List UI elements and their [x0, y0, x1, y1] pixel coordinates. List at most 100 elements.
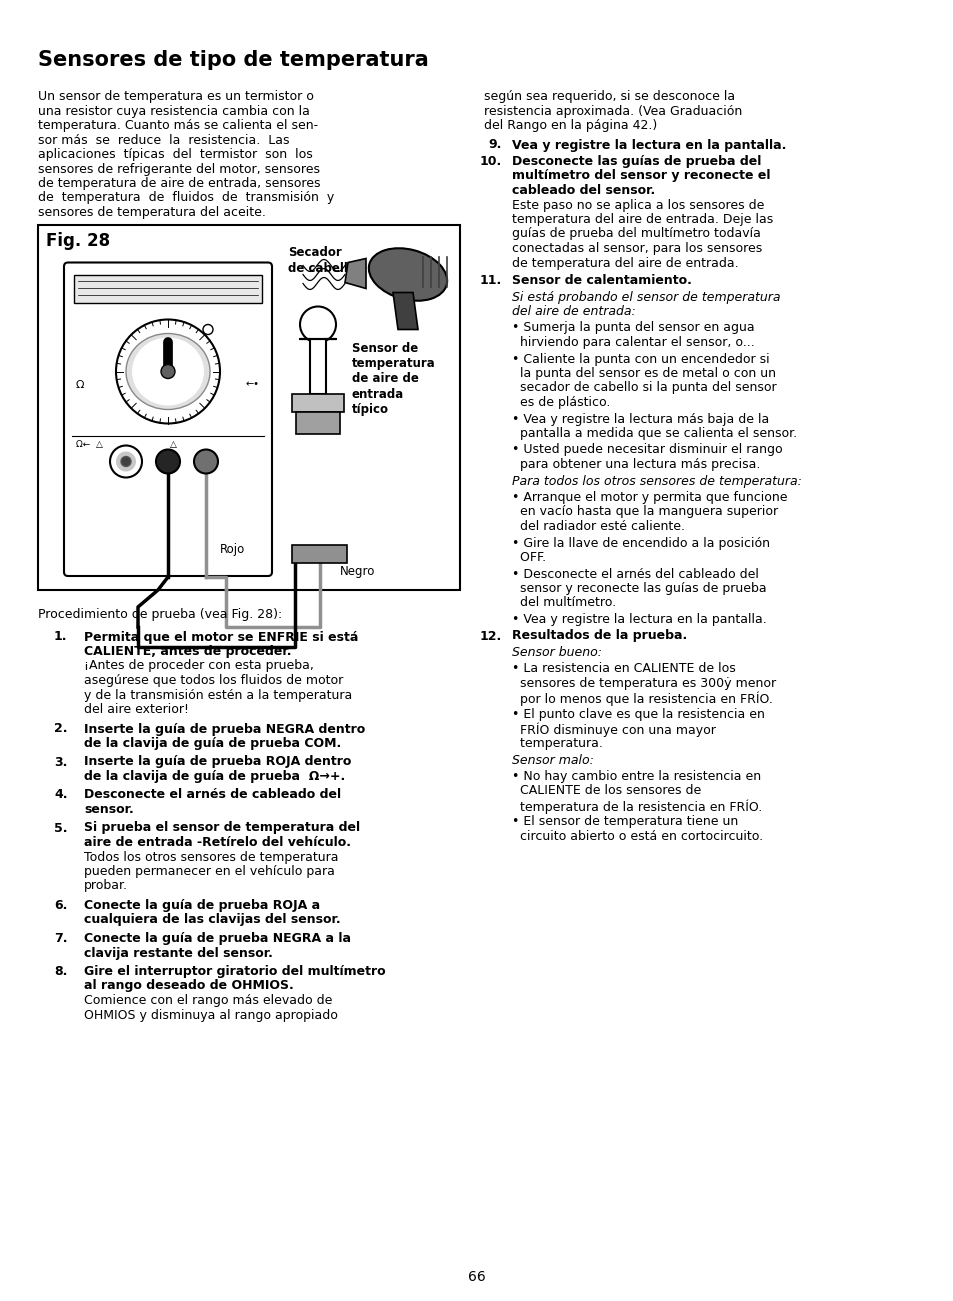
Text: temperatura del aire de entrada. Deje las: temperatura del aire de entrada. Deje la… — [512, 213, 773, 226]
Text: 5.: 5. — [54, 821, 68, 834]
Text: de la clavija de guía de prueba  Ω→+.: de la clavija de guía de prueba Ω→+. — [84, 770, 345, 783]
Text: Gire el interruptor giratorio del multímetro: Gire el interruptor giratorio del multím… — [84, 965, 385, 978]
Text: Vea y registre la lectura en la pantalla.: Vea y registre la lectura en la pantalla… — [512, 138, 785, 151]
Circle shape — [203, 324, 213, 334]
Text: Sensor bueno:: Sensor bueno: — [512, 647, 601, 660]
Polygon shape — [299, 338, 335, 393]
Text: 8.: 8. — [54, 965, 68, 978]
Bar — [292, 393, 344, 411]
Text: Si prueba el sensor de temperatura del: Si prueba el sensor de temperatura del — [84, 821, 359, 834]
Text: • Vea y registre la lectura en la pantalla.: • Vea y registre la lectura en la pantal… — [512, 613, 766, 626]
Text: 1.: 1. — [54, 631, 68, 644]
Text: sensor.: sensor. — [84, 803, 133, 816]
Text: • Usted puede necesitar disminuir el rango: • Usted puede necesitar disminuir el ran… — [512, 444, 781, 457]
Bar — [295, 411, 339, 433]
Text: de la clavija de guía de prueba COM.: de la clavija de guía de prueba COM. — [84, 736, 341, 749]
Text: aplicaciones  típicas  del  termistor  son  los: aplicaciones típicas del termistor son l… — [38, 148, 313, 161]
Text: Permita que el motor se ENFRIE si está: Permita que el motor se ENFRIE si está — [84, 631, 358, 644]
Text: de temperatura del aire de entrada.: de temperatura del aire de entrada. — [512, 256, 738, 269]
Text: sensores de temperatura del aceite.: sensores de temperatura del aceite. — [38, 206, 266, 219]
Text: Conecte la guía de prueba NEGRA a la: Conecte la guía de prueba NEGRA a la — [84, 932, 351, 945]
Text: hirviendo para calentar el sensor, o...: hirviendo para calentar el sensor, o... — [512, 336, 754, 349]
Text: CALIENTE, antes de proceder.: CALIENTE, antes de proceder. — [84, 645, 292, 658]
Text: al rango deseado de OHMIOS.: al rango deseado de OHMIOS. — [84, 980, 294, 993]
Text: una resistor cuya resistencia cambia con la: una resistor cuya resistencia cambia con… — [38, 104, 310, 117]
Text: 12.: 12. — [479, 630, 501, 643]
Text: Desconecte el arnés de cableado del: Desconecte el arnés de cableado del — [84, 788, 341, 801]
Text: • Gire la llave de encendido a la posición: • Gire la llave de encendido a la posici… — [512, 536, 769, 549]
Circle shape — [121, 457, 131, 467]
Text: • Sumerja la punta del sensor en agua: • Sumerja la punta del sensor en agua — [512, 321, 754, 334]
Text: probar.: probar. — [84, 879, 128, 892]
Text: Comience con el rango más elevado de: Comience con el rango más elevado de — [84, 994, 332, 1007]
Circle shape — [299, 307, 335, 342]
Text: sor más  se  reduce  la  resistencia.  Las: sor más se reduce la resistencia. Las — [38, 134, 289, 147]
Text: Ω: Ω — [76, 380, 85, 389]
Text: asegúrese que todos los fluidos de motor: asegúrese que todos los fluidos de motor — [84, 674, 343, 687]
Text: Ω←  △: Ω← △ — [76, 440, 103, 449]
Text: Conecte la guía de prueba ROJA a: Conecte la guía de prueba ROJA a — [84, 899, 320, 912]
Text: conectadas al sensor, para los sensores: conectadas al sensor, para los sensores — [512, 242, 761, 255]
Text: por lo menos que la resistencia en FRÍO.: por lo menos que la resistencia en FRÍO. — [512, 692, 772, 706]
Circle shape — [193, 450, 218, 474]
Text: ¡Antes de proceder con esta prueba,: ¡Antes de proceder con esta prueba, — [84, 660, 314, 673]
Text: • El sensor de temperatura tiene un: • El sensor de temperatura tiene un — [512, 816, 738, 829]
Text: resistencia aproximada. (Vea Graduación: resistencia aproximada. (Vea Graduación — [483, 104, 741, 117]
Text: Sensores de tipo de temperatura: Sensores de tipo de temperatura — [38, 49, 428, 70]
Text: en vacío hasta que la manguera superior: en vacío hasta que la manguera superior — [512, 506, 778, 519]
Text: Para todos los otros sensores de temperatura:: Para todos los otros sensores de tempera… — [512, 475, 801, 488]
Circle shape — [116, 451, 136, 471]
Text: sensores de refrigerante del motor, sensores: sensores de refrigerante del motor, sens… — [38, 163, 319, 176]
Text: clavija restante del sensor.: clavija restante del sensor. — [84, 947, 273, 960]
Text: es de plástico.: es de plástico. — [512, 396, 610, 409]
Ellipse shape — [132, 337, 204, 406]
Text: Todos los otros sensores de temperatura: Todos los otros sensores de temperatura — [84, 851, 338, 864]
Text: y de la transmisión estén a la temperatura: y de la transmisión estén a la temperatu… — [84, 688, 352, 701]
Text: de temperatura de aire de entrada, sensores: de temperatura de aire de entrada, senso… — [38, 177, 320, 190]
Text: multímetro del sensor y reconecte el: multímetro del sensor y reconecte el — [512, 169, 770, 182]
Text: • No hay cambio entre la resistencia en: • No hay cambio entre la resistencia en — [512, 770, 760, 783]
Text: del aire de entrada:: del aire de entrada: — [512, 304, 635, 317]
Text: 3.: 3. — [54, 756, 68, 769]
Text: circuito abierto o está en cortocircuito.: circuito abierto o está en cortocircuito… — [512, 830, 762, 843]
Ellipse shape — [369, 248, 447, 301]
Text: OHMIOS y disminuya al rango apropiado: OHMIOS y disminuya al rango apropiado — [84, 1008, 337, 1021]
Text: • Vea y registre la lectura más baja de la: • Vea y registre la lectura más baja de … — [512, 412, 768, 425]
Polygon shape — [345, 259, 366, 289]
Text: del radiador esté caliente.: del radiador esté caliente. — [512, 520, 684, 533]
Text: • El punto clave es que la resistencia en: • El punto clave es que la resistencia e… — [512, 708, 764, 721]
Text: del Rango en la página 42.): del Rango en la página 42.) — [483, 118, 657, 131]
Text: 4.: 4. — [54, 788, 68, 801]
Text: Negro: Negro — [339, 565, 375, 578]
Bar — [38, 225, 459, 589]
Text: Sensor malo:: Sensor malo: — [512, 753, 594, 766]
Text: Este paso no se aplica a los sensores de: Este paso no se aplica a los sensores de — [512, 199, 763, 212]
Text: la punta del sensor es de metal o con un: la punta del sensor es de metal o con un — [512, 367, 775, 380]
Text: aire de entrada -Retírelo del vehículo.: aire de entrada -Retírelo del vehículo. — [84, 837, 351, 850]
Text: temperatura de la resistencia en FRÍO.: temperatura de la resistencia en FRÍO. — [512, 799, 761, 813]
Text: para obtener una lectura más precisa.: para obtener una lectura más precisa. — [512, 458, 760, 471]
Text: sensores de temperatura es 300ẏ menor: sensores de temperatura es 300ẏ menor — [512, 677, 776, 690]
Text: △: △ — [170, 440, 176, 449]
Text: ←•: ←• — [246, 380, 260, 389]
Text: Un sensor de temperatura es un termistor o: Un sensor de temperatura es un termistor… — [38, 90, 314, 103]
Text: 9.: 9. — [488, 138, 501, 151]
Text: Rojo: Rojo — [220, 543, 245, 556]
Text: CALIENTE de los sensores de: CALIENTE de los sensores de — [512, 785, 700, 798]
Text: 7.: 7. — [54, 932, 68, 945]
Text: Inserte la guía de prueba ROJA dentro: Inserte la guía de prueba ROJA dentro — [84, 756, 351, 769]
Text: • Arranque el motor y permita que funcione: • Arranque el motor y permita que funcio… — [512, 490, 786, 503]
Text: pueden permanecer en el vehículo para: pueden permanecer en el vehículo para — [84, 865, 335, 878]
Text: temperatura. Cuanto más se calienta el sen-: temperatura. Cuanto más se calienta el s… — [38, 118, 317, 131]
Text: Resultados de la prueba.: Resultados de la prueba. — [512, 630, 686, 643]
Text: 6.: 6. — [54, 899, 68, 912]
Text: Procedimiento de prueba (vea Fig. 28):: Procedimiento de prueba (vea Fig. 28): — [38, 608, 282, 621]
Bar — [74, 275, 262, 303]
Text: FRÍO disminuye con una mayor: FRÍO disminuye con una mayor — [512, 722, 715, 736]
Text: del multímetro.: del multímetro. — [512, 596, 616, 609]
Text: • Caliente la punta con un encendedor si: • Caliente la punta con un encendedor si — [512, 353, 769, 366]
Text: 66: 66 — [468, 1270, 485, 1284]
Text: según sea requerido, si se desconoce la: según sea requerido, si se desconoce la — [483, 90, 735, 103]
Text: 11.: 11. — [479, 275, 501, 288]
Text: del aire exterior!: del aire exterior! — [84, 703, 189, 716]
